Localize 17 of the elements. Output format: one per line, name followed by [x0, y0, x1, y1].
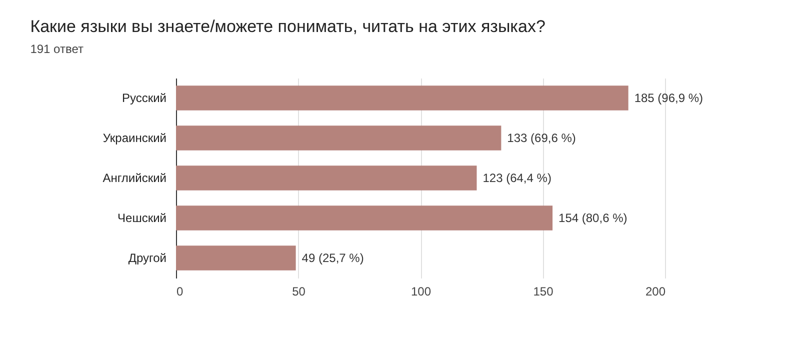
chart-title: Какие языки вы знаете/можете понимать, читать на этих языках?	[30, 17, 546, 36]
y-tick-label: Русский	[122, 91, 166, 105]
x-tick-label: 50	[292, 284, 306, 298]
text: 191 ответ	[30, 42, 84, 56]
x-tick-label: 100	[410, 284, 432, 298]
data-label: 154 (80,6 %)	[558, 211, 628, 225]
y-tick-label: Украинский	[102, 131, 166, 145]
x-tick-label: 200	[645, 284, 666, 298]
data-label: 123 (64,4 %)	[482, 171, 552, 185]
x-tick-label: 0	[176, 284, 184, 298]
y-tick-label: Другой	[128, 251, 166, 265]
data-label: 185 (96,9 %)	[634, 91, 704, 105]
data-label: 133 (69,6 %)	[507, 131, 576, 145]
data-label: 49 (25,7 %)	[302, 251, 364, 265]
x-tick-label: 150	[533, 284, 554, 298]
y-tick-label: Английский	[102, 171, 166, 185]
y-tick-label: Чешский	[118, 211, 166, 225]
